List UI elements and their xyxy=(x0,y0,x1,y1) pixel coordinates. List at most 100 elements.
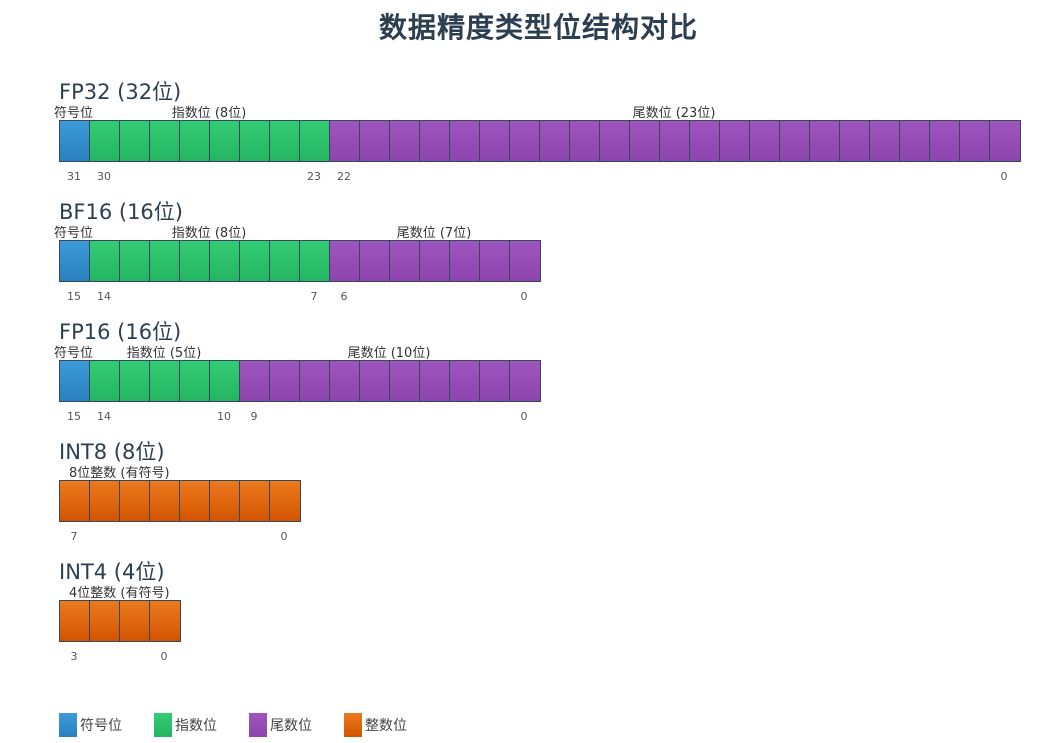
bit-field xyxy=(59,120,1021,162)
man-bit xyxy=(720,121,750,161)
sign-bit xyxy=(60,241,90,281)
legend-label: 符号位 xyxy=(80,718,122,734)
man-bit xyxy=(300,361,330,401)
man-bit xyxy=(420,361,450,401)
bit-index-label: 9 xyxy=(250,410,258,423)
exp-bit xyxy=(240,121,270,161)
exp-bit xyxy=(150,121,180,161)
exp-bit xyxy=(240,241,270,281)
man-bit xyxy=(450,361,480,401)
int-bit xyxy=(210,481,240,521)
exp-bit xyxy=(90,121,120,161)
man-bit xyxy=(810,121,840,161)
legend: 符号位 指数位 尾数位 整数位 xyxy=(59,713,439,737)
segment-label: 符号位 xyxy=(54,346,94,361)
man-bit xyxy=(420,241,450,281)
int-bit xyxy=(90,481,120,521)
segment-label: 尾数位 (10位) xyxy=(347,346,431,361)
segment-label: 符号位 xyxy=(54,106,94,121)
format-title: INT8 (8位) xyxy=(59,440,165,464)
segment-label: 指数位 (5位) xyxy=(126,346,202,361)
segment-label: 指数位 (8位) xyxy=(171,106,247,121)
legend-item: 指数位 xyxy=(154,713,217,737)
man-bit xyxy=(900,121,930,161)
int-bit xyxy=(150,481,180,521)
man-bit xyxy=(660,121,690,161)
int-bit xyxy=(60,481,90,521)
int-bit xyxy=(180,481,210,521)
page-title: 数据精度类型位结构对比 xyxy=(378,11,698,44)
bit-index-label: 7 xyxy=(70,530,78,543)
bit-index-label: 15 xyxy=(67,290,81,303)
segment-label: 8位整数 (有符号) xyxy=(69,466,170,481)
int-bit xyxy=(120,481,150,521)
man-bit xyxy=(540,121,570,161)
exp-bit xyxy=(180,241,210,281)
int-bit xyxy=(90,601,120,641)
man-bit xyxy=(330,361,360,401)
format-title: BF16 (16位) xyxy=(59,200,183,224)
segment-label: 4位整数 (有符号) xyxy=(69,586,170,601)
man-bit xyxy=(390,121,420,161)
bit-field xyxy=(59,360,541,402)
man-bit xyxy=(630,121,660,161)
man-bit xyxy=(360,361,390,401)
legend-swatch xyxy=(249,713,267,737)
legend-label: 指数位 xyxy=(175,718,217,734)
man-bit xyxy=(330,121,360,161)
bit-index-label: 22 xyxy=(337,170,351,183)
man-bit xyxy=(990,121,1020,161)
exp-bit xyxy=(120,121,150,161)
bit-field xyxy=(59,480,301,522)
bit-index-label: 0 xyxy=(280,530,288,543)
legend-item: 整数位 xyxy=(344,713,407,737)
man-bit xyxy=(390,361,420,401)
legend-label: 整数位 xyxy=(365,718,407,734)
bit-index-label: 7 xyxy=(310,290,318,303)
exp-bit xyxy=(300,121,330,161)
format-title: FP32 (32位) xyxy=(59,80,182,104)
man-bit xyxy=(360,241,390,281)
man-bit xyxy=(480,241,510,281)
exp-bit xyxy=(210,241,240,281)
exp-bit xyxy=(300,241,330,281)
man-bit xyxy=(330,241,360,281)
bit-field xyxy=(59,240,541,282)
legend-item: 符号位 xyxy=(59,713,122,737)
exp-bit xyxy=(120,361,150,401)
format-title: FP16 (16位) xyxy=(59,320,182,344)
exp-bit xyxy=(270,121,300,161)
bit-index-label: 15 xyxy=(67,410,81,423)
int-bit xyxy=(60,601,90,641)
bit-index-label: 3 xyxy=(70,650,78,663)
man-bit xyxy=(450,121,480,161)
int-bit xyxy=(240,481,270,521)
segment-label: 指数位 (8位) xyxy=(171,226,247,241)
int-bit xyxy=(270,481,300,521)
man-bit xyxy=(420,121,450,161)
bit-index-label: 0 xyxy=(520,410,528,423)
bit-index-label: 0 xyxy=(520,290,528,303)
legend-label: 尾数位 xyxy=(270,718,312,734)
legend-swatch xyxy=(344,713,362,737)
exp-bit xyxy=(270,241,300,281)
exp-bit xyxy=(210,121,240,161)
exp-bit xyxy=(210,361,240,401)
bit-index-label: 0 xyxy=(160,650,168,663)
bit-index-label: 30 xyxy=(97,170,111,183)
sign-bit xyxy=(60,361,90,401)
man-bit xyxy=(510,361,540,401)
format-title: INT4 (4位) xyxy=(59,560,165,584)
bit-field xyxy=(59,600,181,642)
man-bit xyxy=(780,121,810,161)
bit-index-label: 0 xyxy=(1000,170,1008,183)
bit-index-label: 14 xyxy=(97,410,111,423)
bit-index-label: 10 xyxy=(217,410,231,423)
exp-bit xyxy=(120,241,150,281)
sign-bit xyxy=(60,121,90,161)
bit-index-label: 31 xyxy=(67,170,81,183)
man-bit xyxy=(450,241,480,281)
segment-label: 尾数位 (23位) xyxy=(632,106,716,121)
legend-swatch xyxy=(59,713,77,737)
